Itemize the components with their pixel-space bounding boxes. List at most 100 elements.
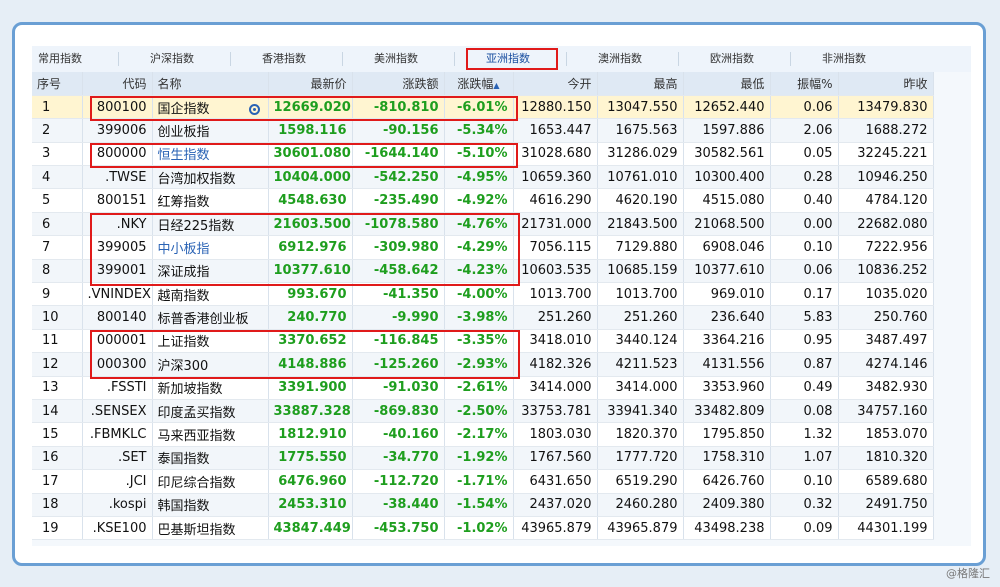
tab-shanghai-shenzhen[interactable]: 沪深指数: [150, 52, 194, 65]
table-row[interactable]: 5 800151 红筹指数 4548.630 -235.490 -4.92% 4616.29…: [32, 188, 934, 213]
row-amplitude: 0.49: [770, 376, 839, 400]
col-last[interactable]: 最新价: [268, 72, 353, 96]
tab-hongkong[interactable]: 香港指数: [262, 52, 306, 65]
col-change[interactable]: 涨跌额: [352, 72, 445, 96]
col-seq[interactable]: 序号: [32, 72, 83, 96]
row-prev-close: 1035.020: [838, 282, 934, 307]
row-code: 800100: [82, 95, 153, 120]
row-change: -458.642: [352, 259, 445, 284]
table-row[interactable]: 10 800140 标普香港创业板 240.770 -9.990 -3.98% 251.26…: [32, 305, 934, 330]
table-row[interactable]: 3 800000 恒生指数 30601.080 -1644.140 -5.10% 31028…: [32, 142, 934, 167]
row-seq: 5: [32, 188, 83, 213]
row-low: 43498.238: [683, 516, 771, 541]
row-low: 10377.610: [683, 259, 771, 284]
row-amplitude: 0.87: [770, 352, 839, 377]
col-amplitude[interactable]: 振幅%: [770, 72, 839, 96]
row-name: 上证指数: [152, 329, 269, 354]
tab-oceania[interactable]: 澳洲指数: [598, 52, 642, 65]
col-open[interactable]: 今开: [513, 72, 598, 96]
col-change-pct-label: 涨跌幅: [457, 76, 494, 91]
row-prev-close: 1688.272: [838, 118, 934, 143]
tab-americas[interactable]: 美洲指数: [374, 52, 418, 65]
row-low: 1758.310: [683, 446, 771, 471]
row-name-text: 创业板指: [157, 124, 210, 140]
table-row[interactable]: 13 .FSSTI 新加坡指数 3391.900 -91.030 -2.61% 3414.0…: [32, 376, 934, 400]
row-change-pct: -4.00%: [444, 282, 514, 307]
row-low: 12652.440: [683, 95, 771, 120]
row-name: 马来西亚指数: [152, 422, 269, 447]
row-last: 30601.080: [268, 142, 353, 167]
row-high: 3414.000: [597, 376, 684, 400]
table-row[interactable]: 4 .TWSE 台湾加权指数 10404.000 -542.250 -4.95% 10659…: [32, 165, 934, 190]
table-row[interactable]: 9 .VNINDEX 越南指数 993.670 -41.350 -4.00% 1013.70…: [32, 282, 934, 307]
table-row[interactable]: 16 .SET 泰国指数 1775.550 -34.770 -1.92% 1767.560 1…: [32, 446, 934, 471]
row-prev-close: 22682.080: [838, 212, 934, 237]
row-high: 31286.029: [597, 142, 684, 167]
row-prev-close: 1853.070: [838, 422, 934, 447]
row-high: 10761.010: [597, 165, 684, 190]
row-change-pct: -2.17%: [444, 422, 514, 447]
row-change-pct: -3.35%: [444, 329, 514, 354]
tab-divider: [230, 52, 231, 66]
row-change-pct: -3.98%: [444, 305, 514, 330]
row-prev-close: 10836.252: [838, 259, 934, 284]
row-name: 沪深300: [152, 352, 269, 377]
row-name: 日经225指数: [152, 212, 269, 237]
row-change: -34.770: [352, 446, 445, 471]
col-prev-close[interactable]: 昨收: [838, 72, 934, 96]
table-row[interactable]: 18 .kospi 韩国指数 2453.310 -38.440 -1.54% 2437.02…: [32, 493, 934, 517]
row-low: 6908.046: [683, 235, 771, 260]
row-open: 33753.781: [513, 399, 598, 424]
row-name-text: 韩国指数: [157, 499, 210, 515]
table-row[interactable]: 14 .SENSEX 印度孟买指数 33887.328 -869.830 -2.50% 33…: [32, 399, 934, 424]
tab-divider: [678, 52, 679, 66]
tab-africa[interactable]: 非洲指数: [822, 52, 866, 65]
tab-europe[interactable]: 欧洲指数: [710, 52, 754, 65]
row-open: 3414.000: [513, 376, 598, 400]
row-amplitude: 0.40: [770, 188, 839, 213]
table-row[interactable]: 12 000300 沪深300 4148.886 -125.260 -2.93% 4182.…: [32, 352, 934, 377]
row-open: 43965.879: [513, 516, 598, 541]
row-name-text: 中小板指: [157, 241, 210, 257]
row-code: .VNINDEX: [82, 282, 153, 307]
row-name: 印度孟买指数: [152, 399, 269, 424]
row-change-pct: -6.01%: [444, 95, 514, 120]
row-change-pct: -4.95%: [444, 165, 514, 190]
row-prev-close: 32245.221: [838, 142, 934, 167]
row-seq: 15: [32, 422, 83, 447]
row-change-pct: -5.10%: [444, 142, 514, 167]
row-prev-close: 1810.320: [838, 446, 934, 471]
table-row[interactable]: 17 .JCI 印尼综合指数 6476.960 -112.720 -1.71% 6431.6…: [32, 469, 934, 494]
col-name[interactable]: 名称: [152, 72, 269, 96]
table-row[interactable]: 15 .FBMKLC 马来西亚指数 1812.910 -40.160 -2.17% 1803…: [32, 422, 934, 447]
row-seq: 13: [32, 376, 83, 400]
row-seq: 17: [32, 469, 83, 494]
row-seq: 2: [32, 118, 83, 143]
tab-common[interactable]: 常用指数: [38, 52, 82, 65]
col-low[interactable]: 最低: [683, 72, 771, 96]
row-name-text: 上证指数: [157, 335, 210, 351]
table-row[interactable]: 7 399005 中小板指 6912.976 -309.980 -4.29% 7056.11…: [32, 235, 934, 260]
row-name: 中小板指: [152, 235, 269, 260]
row-change-pct: -4.76%: [444, 212, 514, 237]
col-high[interactable]: 最高: [597, 72, 684, 96]
table-row[interactable]: 6 .NKY 日经225指数 21603.500 -1078.580 -4.76% 2173…: [32, 212, 934, 237]
table-row[interactable]: 1 800100 国企指数 12669.020 -810.810 -6.01% 12880.…: [32, 95, 934, 120]
watch-icon[interactable]: [248, 103, 260, 115]
row-code: .kospi: [82, 493, 153, 517]
row-change-pct: -4.23%: [444, 259, 514, 284]
table-row[interactable]: 2 399006 创业板指 1598.116 -90.156 -5.34% 1653.447…: [32, 118, 934, 143]
row-change-pct: -1.92%: [444, 446, 514, 471]
col-change-pct[interactable]: 涨跌幅▲: [444, 72, 514, 96]
row-open: 6431.650: [513, 469, 598, 494]
tab-asia[interactable]: 亚洲指数: [486, 52, 530, 65]
row-last: 1598.116: [268, 118, 353, 143]
row-low: 6426.760: [683, 469, 771, 494]
table-row[interactable]: 11 000001 上证指数 3370.652 -116.845 -3.35% 3418.0…: [32, 329, 934, 354]
table-row[interactable]: 19 .KSE100 巴基斯坦指数 43847.449 -453.750 -1.02% 43…: [32, 516, 934, 541]
col-code[interactable]: 代码: [82, 72, 153, 96]
row-low: 10300.400: [683, 165, 771, 190]
row-high: 1777.720: [597, 446, 684, 471]
row-name: 韩国指数: [152, 493, 269, 517]
table-row[interactable]: 8 399001 深证成指 10377.610 -458.642 -4.23% 10603.…: [32, 259, 934, 284]
